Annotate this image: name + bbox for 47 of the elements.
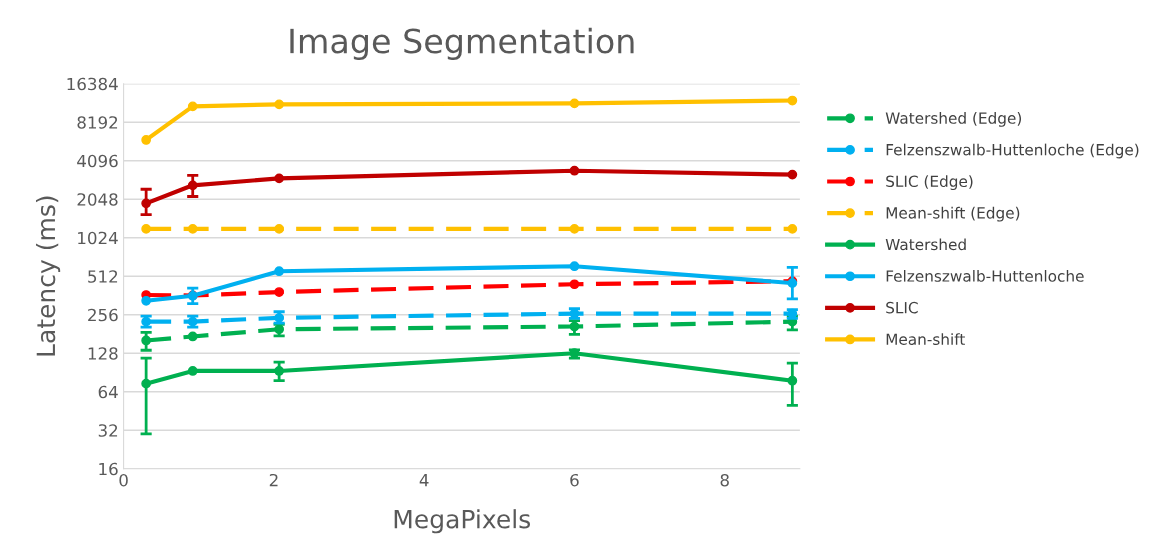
point [787, 169, 798, 180]
point [569, 224, 580, 234]
chart-title: Image Segmentation [290, 27, 634, 61]
y-tick-label: 2048 [77, 193, 118, 206]
y-tick-label: 16384 [67, 77, 118, 91]
legend-label: Mean-shift (Edge) [886, 206, 1020, 222]
y-tick-label: 512 [88, 270, 118, 283]
x-axis-title: MegaPixels [394, 509, 530, 534]
point [274, 173, 285, 184]
legend-label: Felzenszwalb-Huttenloche (Edge) [886, 143, 1139, 159]
point [787, 224, 798, 234]
point [569, 165, 580, 176]
y-tick-label: 64 [98, 385, 118, 399]
point [274, 287, 285, 297]
y-tick-label: 128 [88, 347, 118, 360]
y-tick-label: 256 [88, 308, 118, 322]
legend-label: Watershed (Edge) [885, 112, 1022, 127]
legend-label: SLIC [886, 301, 918, 314]
point [187, 331, 198, 342]
x-tick-label: 4 [419, 474, 429, 487]
y-tick-label: 16 [99, 462, 118, 476]
x-tick-label: 0 [119, 473, 128, 487]
point [569, 261, 580, 272]
point [141, 295, 152, 306]
point [187, 224, 198, 234]
legend-label: Watershed [885, 238, 966, 251]
point [787, 95, 798, 106]
x-tick-label: 8 [720, 473, 729, 487]
point [274, 224, 285, 234]
point [141, 135, 152, 145]
point [569, 279, 580, 290]
y-tick-label: 32 [98, 424, 118, 437]
y-tick-label: 8192 [77, 116, 118, 129]
point [274, 99, 285, 110]
point [569, 98, 580, 109]
legend-label: Felzenszwalb-Huttenloche [886, 270, 1084, 282]
legend-label: SLIC (Edge) [886, 175, 973, 191]
point [187, 101, 198, 112]
point [187, 366, 198, 376]
x-tick-label: 6 [570, 473, 579, 487]
y-tick-label: 4096 [77, 154, 118, 168]
y-axis-title: Latency (ms) [35, 196, 61, 356]
x-tick-label: 2 [269, 473, 278, 487]
point [141, 224, 152, 234]
legend-label: Mean-shift [886, 333, 965, 346]
point [274, 266, 285, 277]
y-tick-label: 1024 [78, 231, 118, 245]
